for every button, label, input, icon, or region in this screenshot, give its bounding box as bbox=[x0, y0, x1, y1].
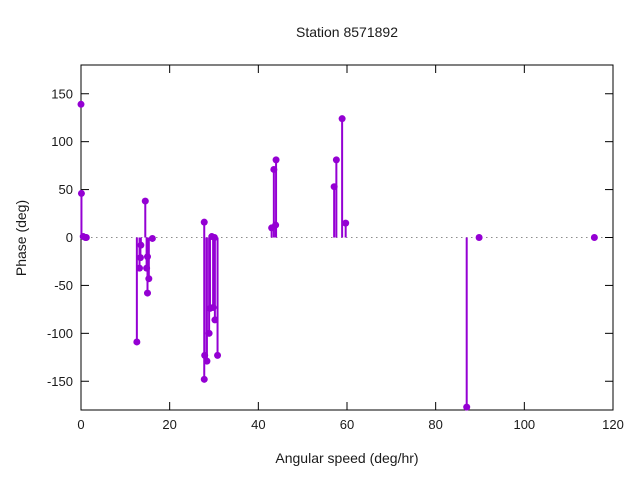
data-point bbox=[77, 100, 85, 108]
data-point bbox=[141, 197, 149, 205]
y-tick-label: -50 bbox=[54, 278, 73, 293]
y-tick-label: 0 bbox=[66, 230, 73, 245]
data-point bbox=[77, 189, 85, 197]
data-point bbox=[270, 165, 278, 173]
data-point bbox=[332, 156, 340, 164]
data-point bbox=[137, 241, 145, 249]
data-point bbox=[209, 303, 217, 311]
data-point bbox=[475, 234, 483, 241]
x-tick-label: 40 bbox=[251, 417, 265, 432]
data-point bbox=[136, 264, 144, 272]
chart-title: Station 8571892 bbox=[296, 24, 398, 40]
x-tick-label: 0 bbox=[77, 417, 84, 432]
data-point bbox=[338, 115, 346, 123]
data-point bbox=[148, 234, 156, 242]
x-tick-label: 20 bbox=[162, 417, 176, 432]
data-point bbox=[203, 357, 211, 365]
data-point bbox=[205, 329, 213, 337]
data-point bbox=[272, 221, 280, 229]
data-point bbox=[200, 218, 208, 226]
data-point bbox=[136, 254, 144, 262]
y-tick-label: 100 bbox=[51, 134, 73, 149]
data-point bbox=[272, 156, 280, 164]
data-point bbox=[143, 264, 151, 272]
x-axis-label: Angular speed (deg/hr) bbox=[275, 450, 419, 466]
data-point bbox=[133, 338, 141, 346]
y-axis-label: Phase (deg) bbox=[13, 199, 29, 277]
data-point bbox=[590, 234, 598, 241]
data-point bbox=[144, 289, 151, 297]
y-tick-label: -150 bbox=[47, 374, 73, 389]
data-point bbox=[201, 351, 209, 359]
y-tick-label: 150 bbox=[51, 86, 73, 101]
data-point bbox=[200, 375, 208, 383]
data-point bbox=[145, 275, 153, 283]
data-point bbox=[82, 234, 90, 241]
x-tick-label: 120 bbox=[602, 417, 624, 432]
data-point bbox=[463, 403, 471, 411]
data-point bbox=[211, 316, 219, 324]
data-point bbox=[330, 183, 338, 191]
data-point bbox=[144, 253, 151, 261]
x-tick-label: 60 bbox=[340, 417, 354, 432]
data-point bbox=[342, 219, 350, 227]
x-tick-label: 100 bbox=[513, 417, 535, 432]
data-point bbox=[210, 234, 218, 241]
data-point bbox=[214, 351, 222, 359]
y-tick-label: 50 bbox=[59, 182, 73, 197]
y-tick-label: -100 bbox=[47, 326, 73, 341]
x-tick-label: 80 bbox=[428, 417, 442, 432]
